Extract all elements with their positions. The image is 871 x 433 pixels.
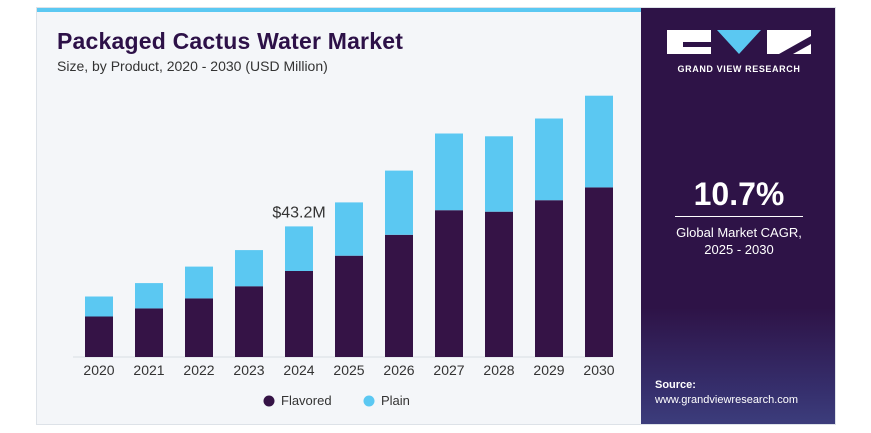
bar-flavored-2021 <box>135 308 163 357</box>
bar-plain-2022 <box>185 266 213 299</box>
bar-plain-2027 <box>435 133 463 211</box>
x-tick-label-2030: 2030 <box>583 362 614 378</box>
legend-label-flavored: Flavored <box>281 393 332 408</box>
cagr-value: 10.7% <box>693 176 785 212</box>
x-tick-label-2020: 2020 <box>83 362 114 378</box>
bar-flavored-2029 <box>535 200 563 357</box>
x-tick-label-2025: 2025 <box>333 362 364 378</box>
chart-title: Packaged Cactus Water Market <box>57 28 404 54</box>
bar-plain-2021 <box>135 283 163 309</box>
x-tick-label-2024: 2024 <box>283 362 314 378</box>
x-tick-label-2027: 2027 <box>433 362 464 378</box>
x-tick-label-2022: 2022 <box>183 362 214 378</box>
bar-flavored-2022 <box>185 298 213 357</box>
cagr-divider <box>675 216 803 217</box>
bar-chart: 2020 2021 2022 2023 $43.2M 2024 2025 2026 2027 20… <box>73 95 615 408</box>
bar-plain-2020 <box>85 296 113 317</box>
source-link[interactable]: www.grandviewresearch.com <box>655 394 799 406</box>
bar-flavored-2023 <box>235 286 263 357</box>
sidebar-background-glow <box>641 308 835 424</box>
legend-swatch-flavored <box>263 395 275 407</box>
bar-plain-2028 <box>485 136 513 212</box>
bar-flavored-2024 <box>285 271 313 357</box>
bar-flavored-2020 <box>85 316 113 357</box>
x-tick-label-2029: 2029 <box>533 362 564 378</box>
chart-subtitle: Size, by Product, 2020 - 2030 (USD Milli… <box>57 58 328 74</box>
legend-label-plain: Plain <box>381 393 410 408</box>
chart-card: Packaged Cactus Water Market Size, by Pr… <box>36 7 836 425</box>
grand-view-research-logo <box>667 30 811 54</box>
summary-sidebar: GRAND VIEW RESEARCH 10.7% Global Market … <box>641 8 835 424</box>
bar-plain-2029 <box>535 118 563 201</box>
x-tick-label-2028: 2028 <box>483 362 514 378</box>
bar-flavored-2027 <box>435 210 463 357</box>
bar-flavored-2030 <box>585 187 613 357</box>
bar-value-label-2024: $43.2M <box>272 204 325 221</box>
bar-flavored-2026 <box>385 234 413 357</box>
cagr-label-line2: 2025 - 2030 <box>704 242 774 257</box>
bar-flavored-2028 <box>485 211 513 357</box>
legend-swatch-plain <box>363 395 375 407</box>
source-label: Source: <box>655 379 696 391</box>
bar-plain-2030 <box>585 95 613 188</box>
bar-plain-2025 <box>335 202 363 256</box>
bar-plain-2026 <box>385 170 413 235</box>
x-tick-label-2026: 2026 <box>383 362 414 378</box>
cagr-label: Global Market CAGR, 2025 - 2030 <box>641 224 835 258</box>
bar-plain-2023 <box>235 250 263 287</box>
cagr-label-line1: Global Market CAGR, <box>676 225 802 240</box>
brand-name: GRAND VIEW RESEARCH <box>677 64 801 74</box>
bar-flavored-2025 <box>335 255 363 357</box>
x-tick-label-2023: 2023 <box>233 362 264 378</box>
x-tick-label-2021: 2021 <box>133 362 164 378</box>
bar-plain-2024 <box>285 226 313 271</box>
accent-line <box>37 8 641 12</box>
